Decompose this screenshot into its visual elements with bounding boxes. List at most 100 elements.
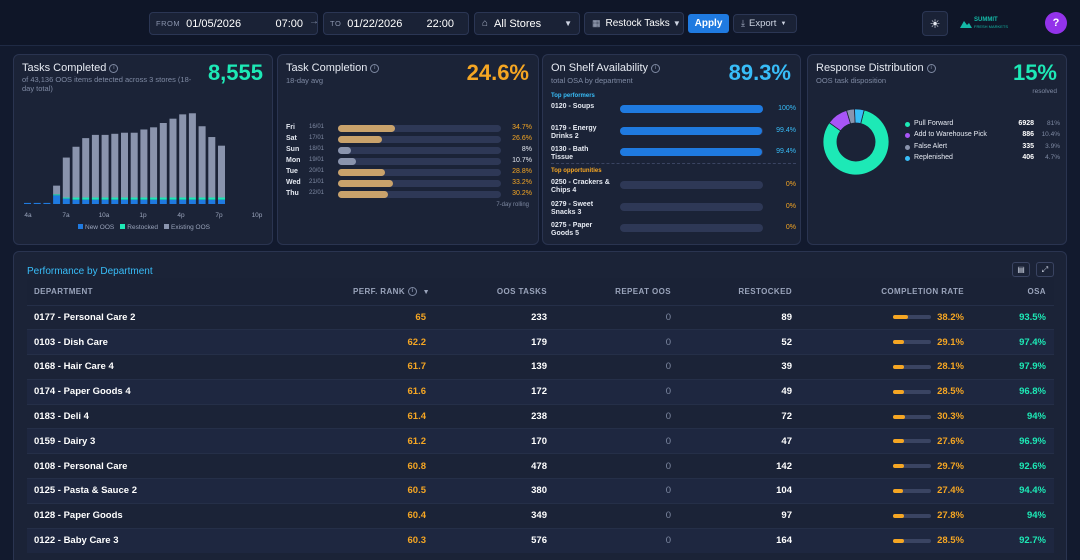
col-repeat-oos[interactable]: REPEAT OOS [549,278,673,305]
bar-restocked[interactable] [53,194,61,196]
table-row[interactable]: 0108 - Personal Care 60.8 478 0 142 29.7% 92.6… [27,453,1054,479]
bar-restocked[interactable] [188,197,196,200]
bar-new-oos[interactable] [140,199,148,204]
bar-existing-oos[interactable] [121,132,128,198]
bar-restocked[interactable] [121,197,128,200]
bar-new-oos[interactable] [72,199,80,204]
bar-existing-oos[interactable] [179,114,187,198]
bar-restocked[interactable] [218,197,225,200]
opportunity-row[interactable]: 0279 - Sweet Snacks 3 0% [551,201,796,221]
bar-new-oos[interactable] [53,195,61,204]
bar-existing-oos[interactable] [111,133,119,198]
bar-new-oos[interactable] [198,199,206,204]
bar-restocked[interactable] [159,197,167,200]
bar-existing-oos[interactable] [62,157,70,198]
pdf-export-button[interactable]: ▤ [1012,262,1030,277]
bar-new-oos[interactable] [169,199,177,204]
table-row[interactable]: 0125 - Pasta & Sauce 2 60.5 380 0 104 27.4% 94… [27,478,1054,504]
avatar[interactable]: ? [1045,12,1067,34]
bar-restocked[interactable] [198,197,206,200]
bar-restocked[interactable] [82,197,90,200]
store-select[interactable]: ⌂ All Stores ▼ [474,12,580,35]
bar-restocked[interactable] [208,197,216,200]
bar-existing-oos[interactable] [208,137,216,198]
table-row[interactable]: 0168 - Hair Care 4 61.7 139 0 39 28.1% 97.9% [27,354,1054,380]
table-row[interactable]: 0103 - Dish Care 62.2 179 0 52 29.1% 97.4% [27,329,1054,355]
apply-button[interactable]: Apply [688,14,729,33]
bar-new-oos[interactable] [62,198,70,204]
col-department[interactable]: DEPARTMENT [27,278,282,305]
opportunity-row[interactable]: 0250 - Crackers & Chips 4 0% [551,179,796,199]
bar-existing-oos[interactable] [101,134,109,198]
to-date-field[interactable]: TO 01/22/2026 22:00 [323,12,469,35]
table-row[interactable]: 0128 - Paper Goods 60.4 349 0 97 27.8% 94% [27,502,1054,529]
performer-row[interactable]: 0120 - Soups 100% [551,103,796,123]
info-icon[interactable]: i [370,63,380,73]
col-osa[interactable]: OSA [966,278,1054,305]
table-row[interactable]: 0183 - Deli 4 61.4 238 0 72 30.3% 94% [27,403,1054,429]
bar-new-oos[interactable] [179,199,187,204]
bar-existing-oos[interactable] [53,185,61,195]
performer-row[interactable]: 0130 - Bath Tissue 99.4% [551,146,796,166]
col-oos-tasks[interactable]: OOS TASKS [434,278,549,305]
task-type-select[interactable]: ▦ Restock Tasks ▼ [584,12,684,35]
bar-new-oos[interactable] [82,199,90,204]
info-icon[interactable]: i [408,286,418,296]
bar-new-oos[interactable] [159,199,167,204]
bar-new-oos[interactable] [101,199,109,204]
bar-new-oos[interactable] [121,199,128,204]
bar-existing-oos[interactable] [159,123,167,198]
bar-new-oos[interactable] [24,202,31,204]
bar-existing-oos[interactable] [169,118,177,198]
theme-toggle-button[interactable]: ☀ [922,11,948,36]
info-icon[interactable]: i [109,63,119,73]
bar-restocked[interactable] [179,197,187,200]
bar-restocked[interactable] [111,197,119,200]
bar-new-oos[interactable] [91,199,99,204]
bar-new-oos[interactable] [218,199,225,204]
table-row[interactable]: 0159 - Dairy 3 61.2 170 0 47 27.6% 96.9% [27,428,1054,454]
bar-existing-oos[interactable] [198,126,206,198]
bar-new-oos[interactable] [188,199,196,204]
col-perf-rank[interactable]: PERF. RANK i ▼ [282,278,434,305]
bar-existing-oos[interactable] [150,127,158,198]
sort-desc-icon[interactable]: ▼ [422,288,430,296]
expand-button[interactable]: ⤢ [1036,262,1054,277]
bar-new-oos[interactable] [33,202,41,204]
info-icon[interactable]: i [926,63,936,73]
bar-existing-oos[interactable] [188,113,196,198]
bar-restocked[interactable] [150,197,158,200]
from-date-field[interactable]: FROM 01/05/2026 07:00 [149,12,318,35]
bar-new-oos[interactable] [208,199,216,204]
col-restocked[interactable]: RESTOCKED [673,278,794,305]
opportunity-row[interactable]: 0275 - Paper Goods 5 0% [551,222,796,242]
bar-existing-oos[interactable] [72,146,80,198]
bar-new-oos[interactable] [111,199,119,204]
table-row[interactable]: 0174 - Paper Goods 4 61.6 172 0 49 28.5% 96.8% [27,378,1054,405]
bar-existing-oos[interactable] [218,145,225,198]
bar-restocked[interactable] [101,197,109,200]
bar-new-oos[interactable] [43,202,51,204]
bar-existing-oos[interactable] [130,132,138,198]
bar-existing-oos[interactable] [140,129,148,198]
table-row[interactable]: 0177 - Personal Care 2 65 233 0 89 38.2% 93.5% [27,304,1054,330]
performer-row[interactable]: 0179 - Energy Drinks 2 99.4% [551,125,796,145]
col-completion-rate[interactable]: COMPLETION RATE [794,278,966,305]
completion-pct: 26.6% [512,135,532,142]
donut-slice[interactable] [822,109,890,176]
bar-restocked[interactable] [140,197,148,200]
bar-restocked[interactable] [169,197,177,200]
donut-slice[interactable] [854,108,865,125]
bar-existing-oos[interactable] [82,138,90,198]
bar-restocked[interactable] [72,197,80,200]
table-row[interactable]: 0122 - Baby Care 3 60.3 576 0 164 28.5% 92.7% [27,527,1054,553]
divider [551,163,796,164]
bar-new-oos[interactable] [150,199,158,204]
bar-new-oos[interactable] [130,199,138,204]
export-button[interactable]: ⤓ Export ▼ [733,14,797,33]
bar-restocked[interactable] [130,197,138,200]
info-icon[interactable]: i [651,63,661,73]
bar-restocked[interactable] [91,197,99,200]
bar-restocked[interactable] [62,197,70,199]
bar-existing-oos[interactable] [91,134,99,198]
